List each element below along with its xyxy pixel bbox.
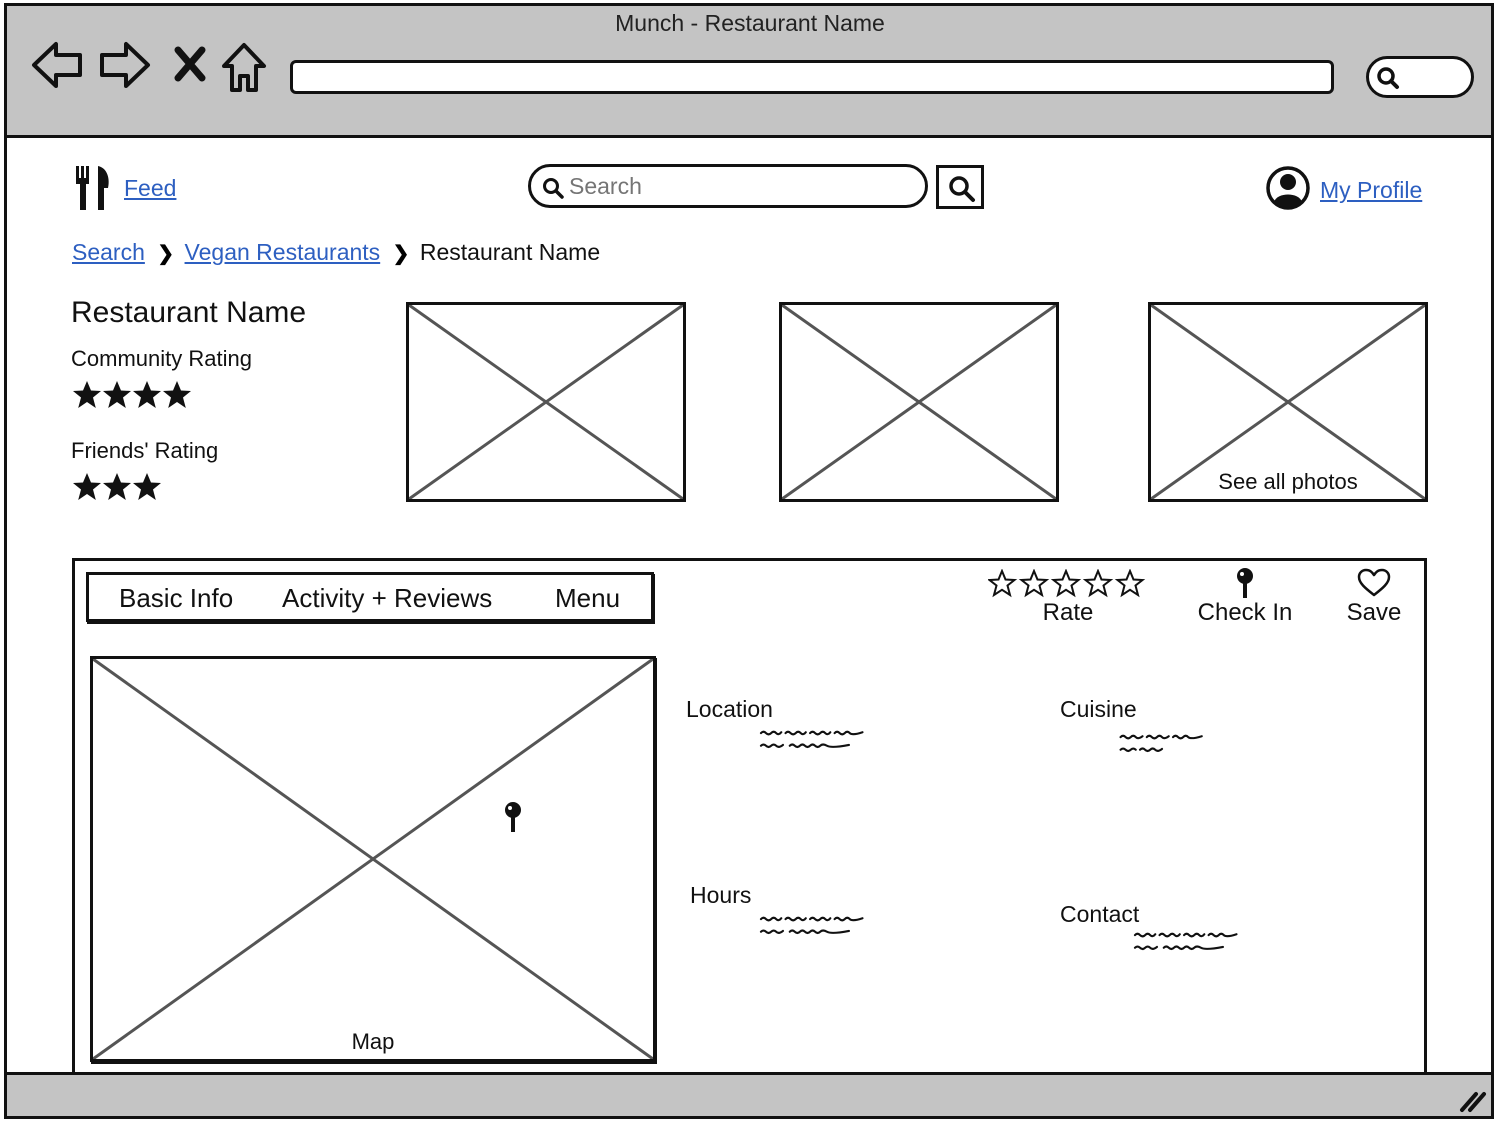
tab-bar: Basic Info Activity + Reviews Menu [86, 572, 654, 622]
save-button[interactable]: Save [1346, 599, 1402, 626]
home-icon[interactable] [220, 40, 268, 101]
window-title: Munch - Restaurant Name [615, 10, 885, 36]
hours-text-placeholder [759, 916, 864, 935]
tab-activity-reviews[interactable]: Activity + Reviews [282, 583, 493, 613]
cuisine-text-placeholder [1119, 734, 1203, 753]
hours-label: Hours [690, 882, 752, 908]
back-arrow-icon[interactable] [30, 38, 84, 97]
search-icon [949, 176, 975, 202]
location-text-placeholder [759, 730, 864, 749]
chevron-right-icon: ❯ [157, 243, 175, 265]
user-avatar-icon[interactable] [1265, 165, 1311, 216]
tab-basic-info[interactable]: Basic Info [119, 583, 234, 613]
location-label: Location [686, 696, 773, 722]
friends-rating-stars [72, 472, 162, 507]
forward-arrow-icon[interactable] [98, 38, 152, 97]
breadcrumb-search-link[interactable]: Search [72, 239, 145, 265]
rate-stars-icon[interactable] [986, 568, 1148, 604]
site-search-box[interactable] [528, 164, 928, 208]
chevron-right-icon: ❯ [392, 243, 410, 265]
photo-placeholder-3[interactable]: See all photos [1148, 302, 1428, 502]
search-input[interactable] [569, 172, 909, 200]
map-pin-icon [502, 801, 524, 838]
search-button[interactable] [936, 165, 984, 209]
community-rating-stars [72, 380, 192, 415]
stop-x-icon[interactable] [172, 46, 208, 87]
search-icon [543, 178, 564, 199]
restaurant-name-heading: Restaurant Name [71, 296, 307, 329]
map-placeholder[interactable]: Map [90, 656, 656, 1062]
breadcrumb-vegan-restaurants-link[interactable]: Vegan Restaurants [184, 239, 381, 265]
heart-icon[interactable] [1357, 568, 1391, 603]
rate-button[interactable]: Rate [1042, 599, 1094, 626]
photo-placeholder-2[interactable] [779, 302, 1059, 502]
address-bar[interactable] [290, 60, 1334, 94]
friends-rating-label: Friends' Rating [71, 438, 219, 463]
tab-menu[interactable]: Menu [555, 583, 621, 613]
map-label: Map [351, 1029, 395, 1054]
contact-label: Contact [1060, 901, 1140, 927]
see-all-photos-link[interactable]: See all photos [1218, 469, 1358, 494]
check-in-button[interactable]: Check In [1197, 599, 1293, 626]
breadcrumb: Search ❯ Vegan Restaurants ❯ Restaurant … [72, 239, 600, 266]
search-icon [1377, 67, 1399, 89]
feed-link[interactable]: Feed [124, 175, 177, 201]
community-rating-label: Community Rating [71, 346, 252, 371]
my-profile-link[interactable]: My Profile [1320, 177, 1423, 203]
browser-search-field[interactable] [1366, 56, 1474, 98]
fork-knife-icon [74, 164, 114, 217]
browser-status-bar [7, 1072, 1491, 1116]
breadcrumb-current: Restaurant Name [419, 239, 601, 265]
contact-text-placeholder [1133, 932, 1238, 951]
resize-grip-icon[interactable] [1458, 1088, 1488, 1119]
cuisine-label: Cuisine [1060, 696, 1137, 722]
photo-placeholder-1[interactable] [406, 302, 686, 502]
map-pin-icon[interactable] [1234, 567, 1256, 604]
